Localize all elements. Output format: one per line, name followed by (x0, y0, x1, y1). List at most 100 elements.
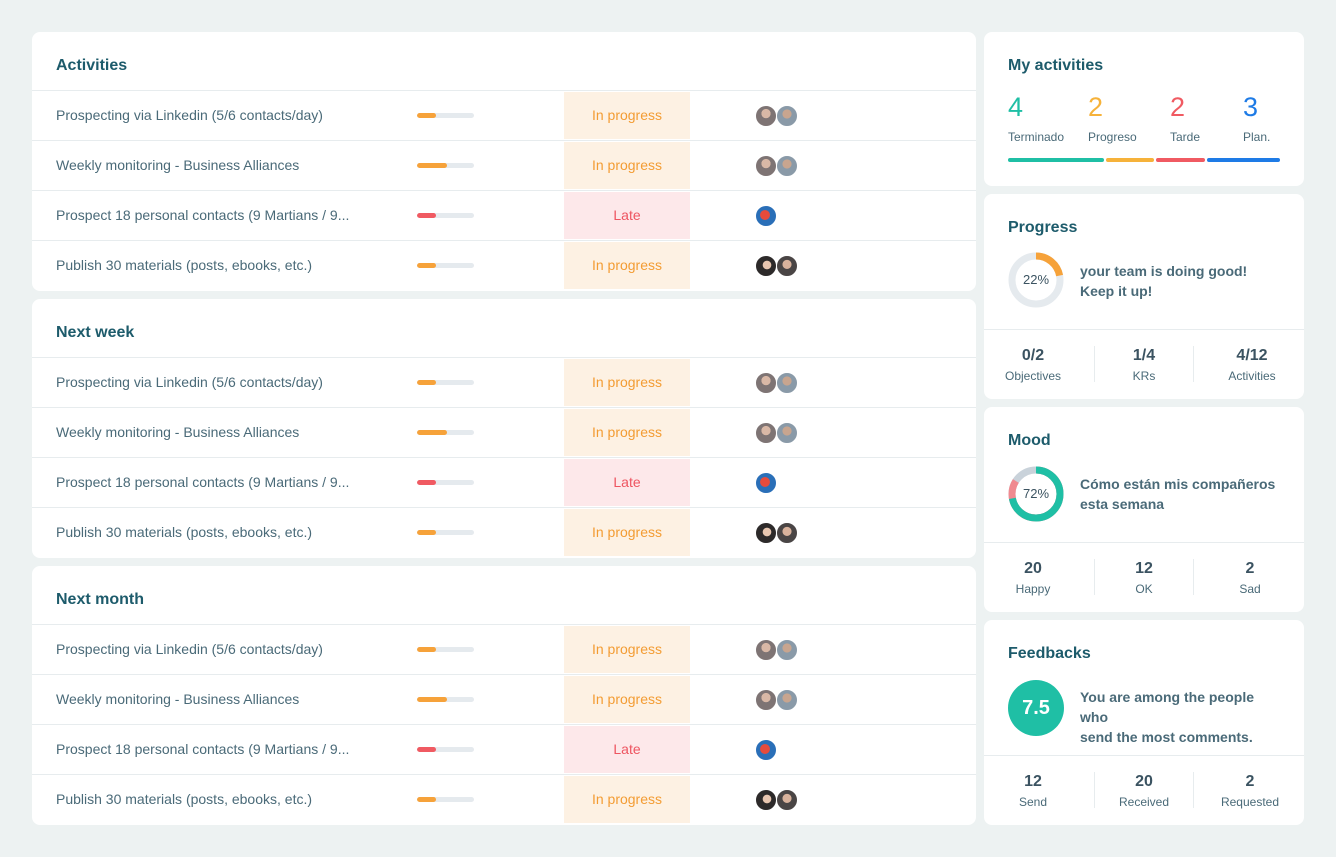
stat-ok[interactable]: 12 OK (1109, 560, 1179, 596)
avatar[interactable] (776, 639, 798, 661)
stat-sad[interactable]: 2 Sad (1214, 560, 1286, 596)
status-badge[interactable]: Late (564, 726, 690, 773)
avatar[interactable] (776, 372, 798, 394)
status-badge[interactable]: In progress (564, 409, 690, 456)
avatar[interactable] (755, 472, 777, 494)
stat-happy[interactable]: 20 Happy (998, 560, 1068, 596)
stat-label: Send (1018, 795, 1048, 809)
avatar[interactable] (776, 105, 798, 127)
progress-bar (417, 647, 474, 652)
divider (1193, 559, 1194, 595)
avatar[interactable] (755, 255, 777, 277)
status-badge[interactable]: In progress (564, 92, 690, 139)
stat-progreso[interactable]: 2 Progreso (1088, 92, 1137, 144)
activity-row[interactable]: Publish 30 materials (posts, ebooks, etc… (32, 775, 976, 825)
stat-label: Received (1118, 795, 1170, 809)
activity-row[interactable]: Weekly monitoring - Business Alliances In… (32, 675, 976, 725)
activity-row[interactable]: Prospecting via Linkedin (5/6 contacts/d… (32, 91, 976, 141)
activity-row[interactable]: Weekly monitoring - Business Alliances In… (32, 141, 976, 191)
activity-name[interactable]: Prospecting via Linkedin (5/6 contacts/d… (56, 374, 323, 390)
status-badge[interactable]: In progress (564, 676, 690, 723)
mood-card: Mood 72% Cómo están mis compañeros esta … (984, 407, 1304, 612)
stat-tarde[interactable]: 2 Tarde (1170, 92, 1200, 144)
activity-name[interactable]: Publish 30 materials (posts, ebooks, etc… (56, 524, 313, 540)
feedback-score: 7.5 (1008, 680, 1064, 736)
progress-bar-fill (417, 163, 447, 168)
activity-row[interactable]: Prospect 18 personal contacts (9 Martian… (32, 725, 976, 775)
avatar[interactable] (776, 689, 798, 711)
activity-name[interactable]: Prospecting via Linkedin (5/6 contacts/d… (56, 641, 323, 657)
section-activities: Activities Prospecting via Linkedin (5/6… (32, 32, 976, 291)
status-badge[interactable]: In progress (564, 626, 690, 673)
avatar[interactable] (776, 522, 798, 544)
avatar[interactable] (755, 689, 777, 711)
status-badge[interactable]: In progress (564, 142, 690, 189)
stat-krs[interactable]: 1/4 KRs (1109, 347, 1179, 383)
progress-bar (417, 697, 474, 702)
stat-label: Sad (1239, 582, 1261, 596)
stat-plan[interactable]: 3 Plan. (1243, 92, 1270, 144)
avatar[interactable] (755, 105, 777, 127)
progress-bar-fill (417, 530, 436, 535)
activity-name[interactable]: Prospect 18 personal contacts (9 Martian… (56, 741, 350, 757)
status-badge[interactable]: In progress (564, 242, 690, 289)
activity-name[interactable]: Prospect 18 personal contacts (9 Martian… (56, 474, 350, 490)
card-title: My activities (1008, 57, 1104, 74)
activity-name[interactable]: Weekly monitoring - Business Alliances (56, 157, 300, 173)
stat-send[interactable]: 12 Send (998, 773, 1068, 809)
activity-row[interactable]: Publish 30 materials (posts, ebooks, etc… (32, 508, 976, 558)
avatar[interactable] (776, 255, 798, 277)
avatar[interactable] (755, 522, 777, 544)
progress-bar (417, 797, 474, 802)
status-badge[interactable]: In progress (564, 776, 690, 823)
avatar[interactable] (755, 205, 777, 227)
stat-activities[interactable]: 4/12 Activities (1214, 347, 1290, 383)
stat-received[interactable]: 20 Received (1104, 773, 1184, 809)
progress-donut: 22% (1008, 252, 1064, 308)
progress-bar-fill (417, 213, 436, 218)
status-badge[interactable]: In progress (564, 509, 690, 556)
stat-label: Activities (1228, 369, 1276, 383)
avatar[interactable] (755, 372, 777, 394)
avatar[interactable] (755, 155, 777, 177)
activity-name[interactable]: Publish 30 materials (posts, ebooks, etc… (56, 791, 313, 807)
section-title: Next month (32, 566, 976, 625)
activity-row[interactable]: Weekly monitoring - Business Alliances In… (32, 408, 976, 458)
activity-row[interactable]: Prospect 18 personal contacts (9 Martian… (32, 458, 976, 508)
activity-name[interactable]: Prospect 18 personal contacts (9 Martian… (56, 207, 350, 223)
activity-row[interactable]: Prospect 18 personal contacts (9 Martian… (32, 191, 976, 241)
progress-card: Progress 22% your team is doing good! Ke… (984, 194, 1304, 399)
stat-value: 1/4 (1132, 347, 1156, 364)
status-badge[interactable]: Late (564, 459, 690, 506)
status-badge[interactable]: Late (564, 192, 690, 239)
activity-name[interactable]: Weekly monitoring - Business Alliances (56, 691, 300, 707)
progress-bar (417, 213, 474, 218)
activity-row[interactable]: Publish 30 materials (posts, ebooks, etc… (32, 241, 976, 291)
activity-name[interactable]: Weekly monitoring - Business Alliances (56, 424, 300, 440)
card-title: Feedbacks (1008, 645, 1091, 662)
avatar[interactable] (776, 789, 798, 811)
progress-bar (417, 480, 474, 485)
progress-bar-fill (417, 747, 436, 752)
stat-objectives[interactable]: 0/2 Objectives (998, 347, 1068, 383)
progress-message: your team is doing good! Keep it up! (1080, 261, 1280, 301)
activity-name[interactable]: Prospecting via Linkedin (5/6 contacts/d… (56, 107, 323, 123)
avatar[interactable] (776, 422, 798, 444)
stat-requested[interactable]: 2 Requested (1210, 773, 1290, 809)
avatar[interactable] (755, 739, 777, 761)
status-badge[interactable]: In progress (564, 359, 690, 406)
message-line: You are among the people who (1080, 689, 1254, 725)
progress-bar (417, 747, 474, 752)
avatar[interactable] (755, 422, 777, 444)
avatar[interactable] (776, 155, 798, 177)
segment-terminado (1008, 158, 1105, 162)
activity-row[interactable]: Prospecting via Linkedin (5/6 contacts/d… (32, 625, 976, 675)
avatar[interactable] (755, 639, 777, 661)
stat-terminado[interactable]: 4 Terminado (1008, 92, 1064, 144)
progress-bar (417, 430, 474, 435)
stat-label: Tarde (1170, 130, 1201, 144)
stat-value: 3 (1243, 92, 1259, 122)
activity-name[interactable]: Publish 30 materials (posts, ebooks, etc… (56, 257, 313, 273)
activity-row[interactable]: Prospecting via Linkedin (5/6 contacts/d… (32, 358, 976, 408)
avatar[interactable] (755, 789, 777, 811)
